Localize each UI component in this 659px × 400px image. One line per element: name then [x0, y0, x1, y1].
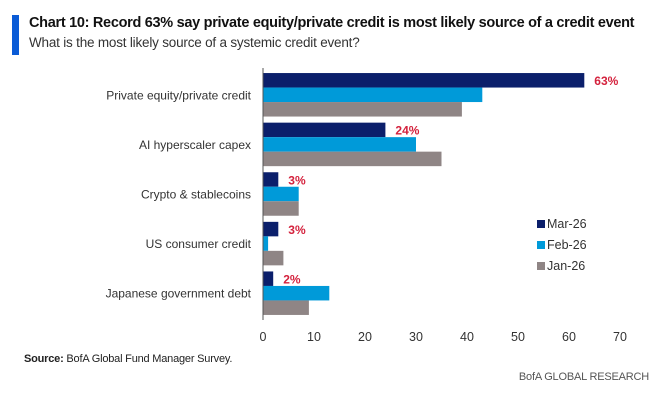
- bar-feb-26-1: [263, 137, 416, 152]
- x-tick-label: 70: [613, 330, 627, 344]
- bar-jan-26-4: [263, 300, 309, 315]
- category-label: Japanese government debt: [106, 287, 252, 301]
- bar-feb-26-3: [263, 236, 269, 251]
- legend-label: Mar-26: [547, 217, 587, 231]
- x-tick-label: 50: [511, 330, 525, 344]
- x-tick-label: 60: [562, 330, 576, 344]
- legend-label: Feb-26: [547, 238, 587, 252]
- bar-feb-26-0: [263, 87, 483, 103]
- legend-label: Jan-26: [547, 259, 585, 273]
- category-label: Crypto & stablecoins: [141, 188, 251, 202]
- chart-title: Chart 10: Record 63% say private equity/…: [29, 15, 635, 31]
- x-tick-label: 10: [307, 330, 321, 344]
- title-accent-bar: [12, 15, 19, 55]
- category-label: Private equity/private credit: [106, 88, 251, 102]
- brand-label: BofA GLOBAL RESEARCH: [518, 371, 649, 383]
- x-tick-label: 30: [409, 330, 423, 344]
- x-tick-label: 20: [358, 330, 372, 344]
- bar-jan-26-3: [263, 250, 284, 266]
- data-label-3: 3%: [288, 223, 306, 237]
- data-label-4: 2%: [283, 272, 301, 286]
- bar-feb-26-4: [263, 285, 330, 301]
- bar-jan-26-0: [263, 102, 462, 117]
- bar-feb-26-2: [263, 186, 299, 202]
- bar-mar-26-1: [263, 122, 386, 138]
- category-label: AI hyperscaler capex: [139, 138, 251, 152]
- chart-subtitle: What is the most likely source of a syst…: [29, 35, 360, 50]
- legend-swatch-mar-26: [537, 220, 545, 228]
- bar-jan-26-2: [263, 201, 299, 216]
- data-label-2: 3%: [288, 173, 306, 187]
- data-label-1: 24%: [395, 124, 419, 138]
- bar-mar-26-4: [263, 271, 274, 286]
- bar-mar-26-3: [263, 221, 279, 237]
- data-label-0: 63%: [594, 74, 618, 88]
- bar-mar-26-2: [263, 172, 279, 187]
- source-label: Source:: [24, 353, 64, 365]
- source-text: BofA Global Fund Manager Survey.: [63, 353, 233, 365]
- bar-mar-26-0: [263, 73, 585, 88]
- legend-swatch-feb-26: [537, 241, 545, 249]
- source-note: Source: BofA Global Fund Manager Survey.: [24, 353, 232, 365]
- legend-swatch-jan-26: [537, 262, 545, 270]
- bar-jan-26-1: [263, 151, 442, 167]
- category-label: US consumer credit: [146, 237, 252, 251]
- x-tick-label: 0: [260, 330, 267, 344]
- x-tick-label: 40: [460, 330, 474, 344]
